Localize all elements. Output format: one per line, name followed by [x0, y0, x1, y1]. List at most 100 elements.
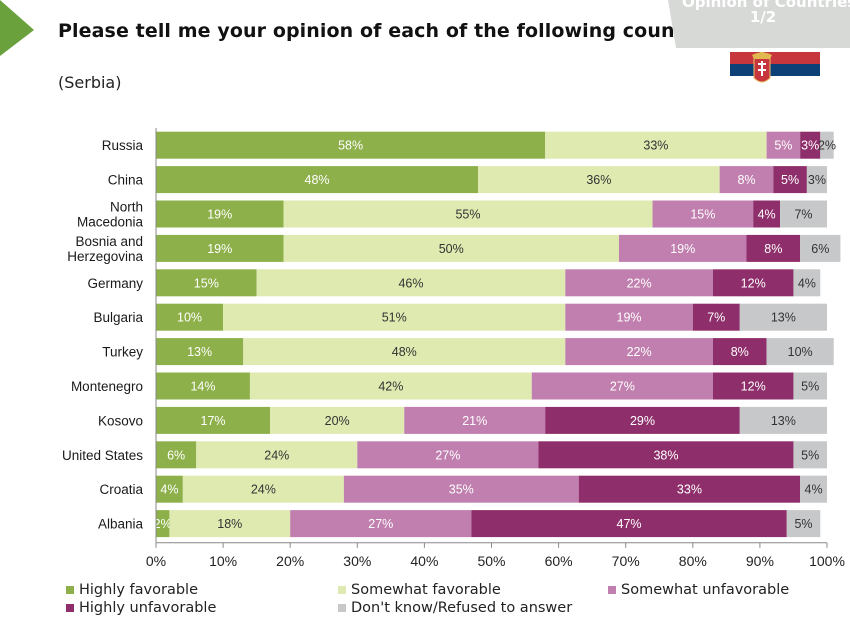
- data-label: 27%: [610, 380, 635, 394]
- bar-segment: [290, 510, 472, 538]
- bar-segment: [478, 166, 720, 194]
- data-label: 13%: [771, 414, 796, 428]
- x-tick-label: 30%: [343, 553, 371, 569]
- bar-segment: [739, 406, 827, 434]
- bar-segment: [753, 200, 781, 228]
- bar-segment: [196, 441, 358, 469]
- legend-swatch: [338, 604, 346, 612]
- data-label: 12%: [741, 276, 766, 290]
- x-tick-label: 70%: [612, 553, 640, 569]
- legend-item-highly-favorable: Highly favorable: [66, 582, 198, 598]
- bar-segment: [182, 475, 344, 503]
- bar-segment: [545, 131, 767, 159]
- bar-segment: [712, 372, 794, 400]
- data-label: 20%: [325, 414, 350, 428]
- category-label: Germany: [87, 276, 143, 291]
- bar-segment: [156, 475, 183, 503]
- legend-swatch: [66, 586, 74, 594]
- data-label: 46%: [398, 276, 423, 290]
- bar-segment: [156, 234, 284, 262]
- bar-segment: [156, 200, 284, 228]
- data-label: 8%: [737, 173, 755, 187]
- data-label: 38%: [653, 448, 678, 462]
- data-label: 6%: [167, 448, 185, 462]
- data-label: 13%: [187, 345, 212, 359]
- section-tag-title: Opinion of Countries: [682, 0, 850, 11]
- category-label: Herzegovina: [67, 249, 143, 264]
- bar-segment: [712, 338, 767, 366]
- data-label: 15%: [690, 208, 715, 222]
- data-label: 22%: [627, 276, 652, 290]
- data-label: 29%: [630, 414, 655, 428]
- legend-item-somewhat-favorable: Somewhat favorable: [338, 582, 501, 598]
- bar-segment: [156, 510, 170, 538]
- x-tick-label: 80%: [679, 553, 707, 569]
- bar-segment: [283, 234, 619, 262]
- x-tick-label: 20%: [276, 553, 304, 569]
- bar-segment: [739, 303, 827, 331]
- category-label: Kosovo: [98, 413, 143, 428]
- data-label: 4%: [160, 483, 178, 497]
- category-label: Montenegro: [71, 379, 143, 394]
- data-label: 17%: [201, 414, 226, 428]
- bar-segment: [820, 131, 834, 159]
- bar-segment: [156, 166, 479, 194]
- legend-label: Highly favorable: [79, 582, 198, 598]
- bar-segment: [270, 406, 405, 434]
- legend-item-somewhat-unfavorable: Somewhat unfavorable: [608, 582, 789, 598]
- bar-segment: [169, 510, 291, 538]
- data-label: 55%: [455, 208, 480, 222]
- x-tick-label: 50%: [477, 553, 505, 569]
- category-label: Croatia: [99, 482, 143, 497]
- bar-segment: [223, 303, 566, 331]
- bar-segment: [565, 303, 693, 331]
- data-label: 42%: [378, 380, 403, 394]
- legend-label: Don't know/Refused to answer: [351, 600, 573, 616]
- bar-segment: [800, 475, 827, 503]
- legend-label: Somewhat favorable: [351, 582, 501, 598]
- category-label: Russia: [102, 138, 144, 153]
- section-tag: Opinion of Countries 1/2: [668, 0, 850, 48]
- x-tick-label: 90%: [746, 553, 774, 569]
- serbia-flag-icon: [730, 52, 820, 90]
- data-label: 27%: [368, 517, 393, 531]
- data-label: 3%: [801, 139, 819, 153]
- bar-segment: [531, 372, 713, 400]
- data-label: 58%: [338, 139, 363, 153]
- data-label: 35%: [449, 483, 474, 497]
- data-label: 19%: [617, 311, 642, 325]
- legend-swatch: [608, 586, 616, 594]
- x-tick-label: 100%: [809, 553, 845, 569]
- bar-segment: [712, 269, 794, 297]
- category-label: China: [108, 173, 144, 188]
- bar-segment: [156, 131, 546, 159]
- data-label: 8%: [764, 242, 782, 256]
- bar-segment: [471, 510, 787, 538]
- data-label: 10%: [788, 345, 813, 359]
- data-label: 33%: [677, 483, 702, 497]
- data-label: 7%: [794, 208, 812, 222]
- data-label: 48%: [392, 345, 417, 359]
- data-label: 50%: [439, 242, 464, 256]
- data-label: 27%: [435, 448, 460, 462]
- category-label: Bulgaria: [93, 310, 143, 325]
- bar-segment: [793, 441, 827, 469]
- bar-segment: [156, 406, 271, 434]
- x-tick-label: 0%: [146, 553, 166, 569]
- bar-segment: [780, 200, 827, 228]
- bar-segment: [156, 338, 244, 366]
- data-label: 8%: [731, 345, 749, 359]
- data-label: 24%: [264, 448, 289, 462]
- bar-segment: [800, 234, 841, 262]
- bar-segment: [773, 166, 807, 194]
- bar-segment: [565, 338, 713, 366]
- bar-segment: [283, 200, 653, 228]
- data-label: 5%: [774, 139, 792, 153]
- data-label: 21%: [462, 414, 487, 428]
- bar-segment: [357, 441, 539, 469]
- x-tick-label: 60%: [545, 553, 573, 569]
- data-label: 7%: [707, 311, 725, 325]
- data-label: 4%: [798, 276, 816, 290]
- bar-segment: [249, 372, 532, 400]
